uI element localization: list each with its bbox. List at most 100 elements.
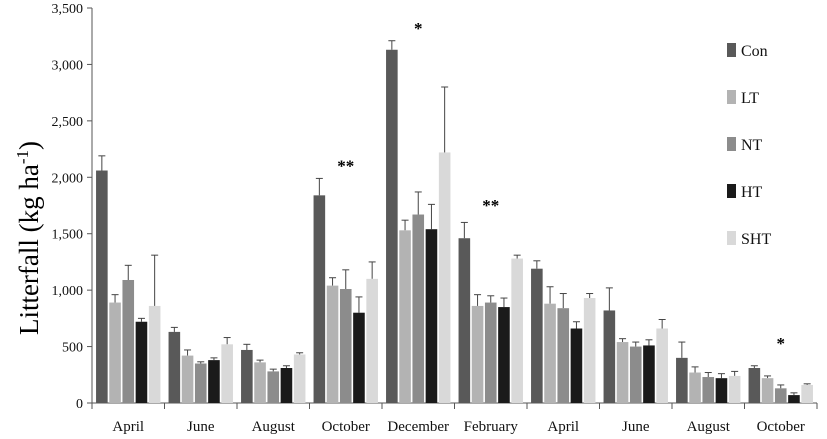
bar [386, 49, 398, 403]
legend-item-con: Con [727, 43, 768, 60]
bar [194, 363, 207, 403]
significance-mark: ** [482, 196, 499, 215]
legend-label: Con [741, 43, 768, 60]
bar [801, 384, 813, 403]
svg-text:Litterfall (kg ha-1): Litterfall (kg ha-1) [13, 141, 44, 335]
bar [557, 308, 570, 403]
y-axis-title-superscript: -1 [13, 150, 32, 164]
legend-swatch [727, 43, 736, 57]
bar [122, 279, 135, 403]
bar [135, 321, 148, 403]
legend-item-sht: SHT [727, 231, 771, 248]
bar [221, 344, 233, 403]
x-tick-label: June [622, 419, 650, 435]
bar [339, 289, 352, 403]
x-tick-label: April [112, 419, 144, 435]
y-axis-title: Litterfall (kg ha-1) [13, 141, 44, 335]
series-con [96, 40, 761, 403]
bar [366, 278, 378, 403]
bar [399, 230, 411, 403]
bar [412, 214, 425, 403]
bar [353, 312, 365, 403]
y-tick-label: 1,000 [52, 284, 84, 299]
bar [702, 377, 715, 403]
legend-label: SHT [741, 231, 771, 248]
bar [471, 305, 484, 403]
bar [761, 378, 774, 403]
legend-label: HT [741, 184, 763, 201]
x-tick-label: October [322, 419, 370, 435]
bar [583, 298, 596, 403]
y-axis: 0 500 1,000 1,500 2,000 2,500 3,000 3,500 [52, 2, 93, 412]
legend-swatch [727, 137, 736, 151]
bar [109, 302, 121, 403]
bar-series [96, 40, 813, 403]
significance-mark: * [414, 19, 423, 38]
bar [168, 331, 181, 403]
bar [293, 354, 306, 403]
bar [425, 229, 438, 403]
bar [676, 357, 688, 403]
y-tick-label: 2,500 [52, 115, 84, 130]
bar [267, 371, 280, 403]
bar [241, 349, 253, 403]
bar [148, 305, 161, 403]
legend: Con LT NT HT SHT [727, 43, 771, 248]
bar [326, 285, 339, 403]
series-ht [135, 203, 800, 403]
significance-mark: * [777, 334, 786, 353]
y-axis-title-close: ) [14, 141, 44, 150]
x-tick-label: December [387, 419, 449, 435]
bar [208, 360, 220, 403]
bar [774, 388, 787, 403]
x-tick-label: August [687, 419, 731, 435]
y-tick-label: 2,000 [52, 171, 84, 186]
y-tick-label: 3,500 [52, 2, 84, 17]
bar [438, 152, 451, 403]
x-tick-label: October [757, 419, 805, 435]
bar [643, 345, 655, 403]
bar [313, 195, 326, 403]
series-lt [109, 219, 774, 403]
series-nt [122, 191, 787, 403]
bar [498, 307, 510, 403]
x-tick-label: August [252, 419, 296, 435]
x-axis: April June August October December February Ap… [91, 402, 818, 435]
bar [788, 395, 800, 403]
significance-annotations: ****** [337, 19, 785, 353]
significance-mark: ** [337, 157, 354, 176]
y-tick-label: 500 [62, 341, 83, 356]
y-tick-label: 1,500 [52, 228, 84, 243]
bar [616, 342, 629, 403]
legend-label: NT [741, 137, 763, 154]
bar [603, 310, 616, 403]
bar [728, 375, 741, 403]
legend-label: LT [741, 90, 759, 107]
x-tick-label: February [464, 419, 519, 435]
legend-swatch [727, 184, 736, 198]
bar [570, 328, 583, 403]
legend-swatch [727, 90, 736, 104]
legend-item-nt: NT [727, 137, 763, 154]
x-tick-label: June [187, 419, 215, 435]
legend-swatch [727, 231, 736, 245]
y-tick-label: 3,000 [52, 58, 84, 73]
bar [484, 302, 497, 403]
bar [715, 378, 728, 403]
legend-item-ht: HT [727, 184, 763, 201]
bar [254, 362, 266, 403]
bar [531, 268, 543, 403]
y-axis-title-main: Litterfall (kg ha [14, 164, 44, 335]
bar [748, 368, 761, 403]
bar [181, 355, 194, 403]
bar [544, 303, 556, 403]
bar [689, 372, 701, 403]
bar [280, 368, 293, 403]
series-sht [148, 86, 813, 403]
bar [629, 346, 642, 403]
bar [458, 238, 471, 403]
bar [656, 328, 668, 403]
y-tick-label: 0 [76, 397, 83, 412]
legend-item-lt: LT [727, 90, 759, 107]
bar [511, 258, 523, 403]
